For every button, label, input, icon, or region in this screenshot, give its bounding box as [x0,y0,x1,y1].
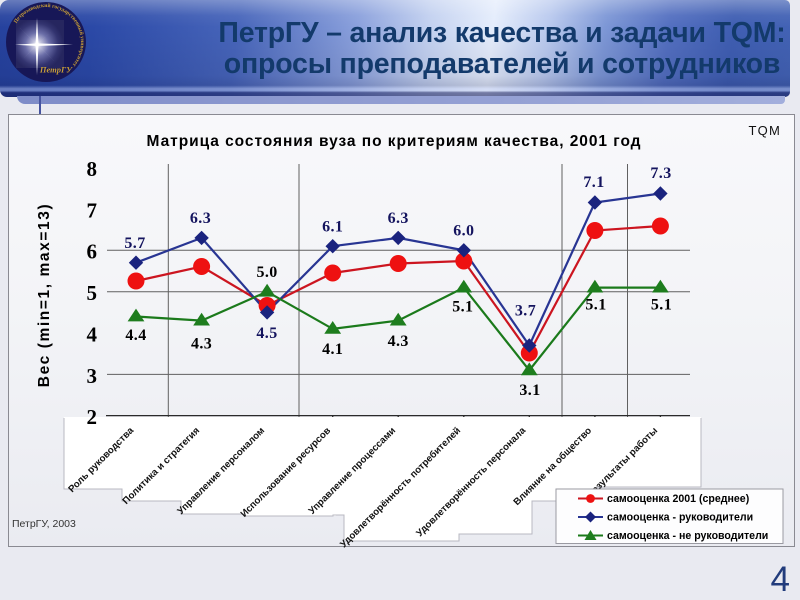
svg-text:5.1: 5.1 [585,297,606,314]
svg-text:5.1: 5.1 [651,297,672,314]
svg-text:4.5: 4.5 [256,325,277,342]
svg-text:Матрица состояния вуза по крит: Матрица состояния вуза по критериям каче… [147,133,642,150]
svg-text:8: 8 [87,157,98,181]
svg-text:Вес (min=1, max=13): Вес (min=1, max=13) [36,203,53,387]
svg-text:3.7: 3.7 [515,303,536,320]
svg-text:3.1: 3.1 [519,382,540,399]
svg-text:ПетрГУ: ПетрГУ [39,65,73,75]
svg-text:6.3: 6.3 [388,210,409,227]
svg-text:5: 5 [87,281,98,305]
svg-text:4.4: 4.4 [125,327,146,344]
svg-text:5.0: 5.0 [256,264,277,281]
svg-text:6.1: 6.1 [322,219,343,236]
svg-text:самооценка 2001 (среднее): самооценка 2001 (среднее) [607,493,749,505]
svg-text:4.3: 4.3 [191,336,212,353]
svg-text:TQM: TQM [749,123,781,138]
svg-text:2: 2 [87,405,98,429]
svg-text:5.7: 5.7 [124,235,145,252]
svg-text:6: 6 [87,240,98,264]
svg-text:3: 3 [87,364,98,388]
svg-text:самооценка - не руководители: самооценка - не руководители [607,530,768,542]
svg-text:7: 7 [87,198,98,222]
svg-text:6.3: 6.3 [190,210,211,227]
svg-text:7.3: 7.3 [650,165,671,182]
svg-text:7.1: 7.1 [583,174,604,191]
svg-text:6.0: 6.0 [453,223,474,240]
svg-text:4.1: 4.1 [322,341,343,358]
svg-text:4.3: 4.3 [388,333,409,350]
svg-text:самооценка - руководители: самооценка - руководители [607,512,753,524]
svg-text:ПетрГУ, 2003: ПетрГУ, 2003 [12,518,76,530]
svg-text:4: 4 [87,322,98,346]
svg-text:5.1: 5.1 [452,299,473,316]
